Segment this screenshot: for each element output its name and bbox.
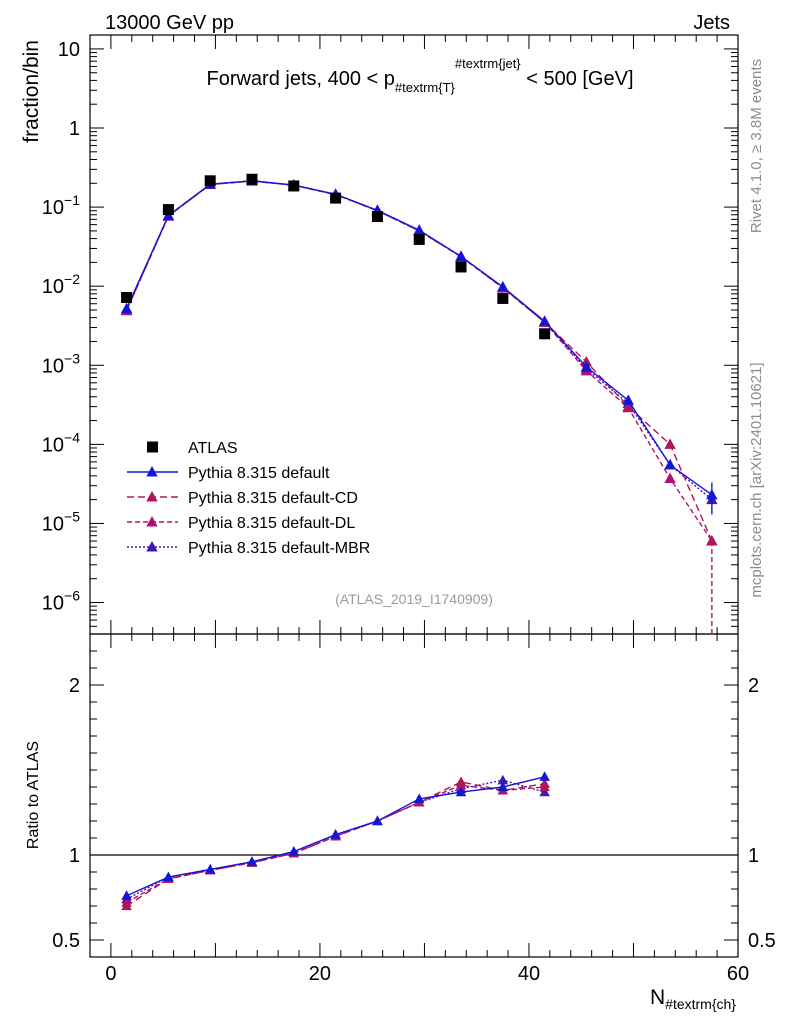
- ratio-point: [497, 774, 509, 785]
- legend-marker: [146, 541, 158, 552]
- ratio-series-layer: [121, 771, 550, 911]
- data-point: [706, 534, 718, 546]
- legend-label: ATLAS: [188, 440, 238, 457]
- ratio-xlabel: N#textrm{ch}: [650, 986, 736, 1012]
- ratio-point: [204, 863, 216, 874]
- data-point: [497, 292, 509, 304]
- ratio-point: [330, 829, 341, 839]
- data-point: [371, 211, 383, 223]
- legend-label: Pythia 8.315 default: [188, 465, 330, 482]
- legend-marker: [146, 516, 158, 527]
- ratio-ytick-label-right: 2: [748, 675, 759, 697]
- ratio-point: [455, 786, 467, 797]
- ratio-series-line: [126, 784, 545, 904]
- legend-marker: [146, 491, 158, 502]
- data-point: [455, 250, 467, 261]
- data-point: [538, 315, 551, 326]
- ratio-point: [497, 781, 509, 792]
- main-ytick-label: 10−4: [42, 429, 80, 456]
- data-point: [162, 204, 174, 216]
- side-label-upper: Rivet 4.1.0, ≥ 3.8M events: [748, 59, 765, 233]
- ratio-point: [246, 856, 258, 866]
- legend-label: Pythia 8.315 default-MBR: [188, 540, 370, 557]
- axes-layer: 10 1 10−1 10−2 10−3 10−4 10−5 10−6 0 20 40 60 0.5 0.5…: [42, 35, 776, 985]
- data-point: [330, 192, 342, 204]
- ratio-xtick-label: 40: [518, 963, 540, 985]
- legend: ATLAS Pythia 8.315 default Pythia 8.315 de…: [127, 440, 370, 557]
- data-point: [246, 173, 258, 185]
- main-ytick-label: 10−2: [42, 271, 80, 298]
- data-point: [455, 261, 467, 273]
- ratio-point: [455, 776, 467, 787]
- data-point: [121, 291, 133, 303]
- analysis-watermark: (ATLAS_2019_I1740909): [335, 591, 493, 607]
- data-point: [120, 302, 133, 314]
- ratio-series-line: [126, 781, 545, 907]
- data-point: [204, 175, 216, 187]
- ratio-xtick-label: 60: [727, 963, 749, 985]
- ratio-ytick-label: 0.5: [52, 930, 80, 952]
- main-ytick-label: 10−1: [42, 192, 80, 219]
- legend-marker: [147, 441, 158, 453]
- data-point: [622, 394, 634, 405]
- ratio-point: [539, 771, 550, 781]
- main-ytick-label: 10: [58, 39, 80, 61]
- ratio-frame: [89, 633, 739, 958]
- ratio-point: [372, 815, 383, 826]
- data-point: [664, 472, 676, 484]
- ratio-point: [121, 890, 132, 900]
- side-label-lower: mcplots.cern.ch [arXiv:2401.10621]: [748, 362, 765, 597]
- ratio-ytick-label: 2: [69, 675, 80, 697]
- ratio-ytick-label-right: 1: [748, 845, 759, 867]
- main-ytick-label: 10−6: [42, 588, 80, 615]
- ratio-point: [539, 786, 550, 797]
- legend-label: Pythia 8.315 default-CD: [188, 490, 358, 507]
- data-point: [539, 328, 551, 340]
- legend-marker: [146, 466, 158, 477]
- ratio-point: [288, 846, 300, 856]
- data-point: [706, 488, 718, 500]
- main-ylabel: fraction/bin: [20, 40, 43, 143]
- main-ytick-label: 10−5: [42, 508, 80, 535]
- data-point: [664, 438, 676, 449]
- data-point: [664, 458, 676, 470]
- data-point: [622, 400, 634, 412]
- ratio-point: [163, 871, 174, 882]
- header-left: 13000 GeV pp: [105, 12, 234, 34]
- ratio-xtick-label: 20: [309, 963, 331, 985]
- ratio-ytick-label: 1: [69, 845, 80, 867]
- ratio-point: [414, 793, 425, 804]
- ratio-xtick-label: 0: [105, 963, 116, 985]
- data-point: [497, 280, 509, 292]
- data-point: [413, 233, 425, 245]
- header-right: Jets: [693, 12, 730, 34]
- main-ytick-label: 10−3: [42, 350, 80, 377]
- ratio-ylabel: Ratio to ATLAS: [25, 741, 42, 849]
- data-point: [413, 224, 425, 235]
- data-point: [288, 180, 300, 192]
- main-series-layer: [120, 173, 718, 634]
- data-point: [580, 361, 593, 372]
- ratio-point: [539, 778, 550, 788]
- main-title: Forward jets, 400 < p#textrm{T}#textrm{j…: [206, 56, 633, 95]
- legend-label: Pythia 8.315 default-DL: [188, 515, 355, 532]
- ratio-point: [121, 900, 132, 911]
- main-ytick-label: 1: [69, 118, 80, 140]
- ratio-ytick-label-right: 0.5: [748, 930, 776, 952]
